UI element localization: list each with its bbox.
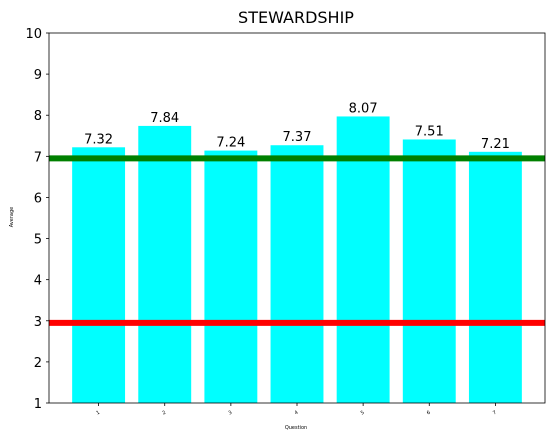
x-tick-label: 1 <box>95 410 101 417</box>
plot-frame <box>48 32 546 404</box>
x-axis-label: Question <box>285 425 307 431</box>
y-tick-label: 9 <box>34 68 42 83</box>
chart-title: STEWARDSHIP <box>238 8 354 27</box>
x-tick-label: 4 <box>294 410 300 417</box>
y-tick-label: 8 <box>34 109 42 124</box>
y-tick-label: 7 <box>34 150 42 165</box>
x-tick-label: 7 <box>492 410 498 417</box>
data-label: 7.37 <box>283 130 312 145</box>
y-tick-label: 4 <box>34 274 42 289</box>
bar <box>336 116 390 403</box>
data-label: 7.51 <box>415 124 444 139</box>
data-label: 7.84 <box>150 111 179 126</box>
y-tick-label: 2 <box>34 356 42 371</box>
data-label: 7.24 <box>216 136 245 151</box>
y-tick-label: 3 <box>34 315 42 330</box>
y-tick-label: 1 <box>34 397 42 412</box>
y-axis-label: Average <box>9 207 15 228</box>
bar <box>204 150 258 403</box>
y-tick-label: 10 <box>25 27 42 42</box>
bar <box>468 151 522 403</box>
x-tick-label: 6 <box>426 410 432 417</box>
x-tick-label: 2 <box>161 410 167 417</box>
y-tick-label: 6 <box>34 191 42 206</box>
bar <box>138 125 192 404</box>
x-tick-label: 3 <box>227 410 233 417</box>
x-tick-label: 5 <box>360 410 366 417</box>
data-label: 7.32 <box>84 132 113 147</box>
plot-area: 7.32 1 7.84 2 7.24 3 7.37 4 8.07 5 7.51 6 7.21 7 1 2 3 4 5… <box>25 27 546 417</box>
data-label: 7.21 <box>481 137 510 152</box>
bar <box>270 145 324 403</box>
bar <box>72 147 126 403</box>
bar <box>402 139 456 403</box>
y-tick-label: 5 <box>34 233 42 248</box>
data-label: 8.07 <box>349 101 378 116</box>
